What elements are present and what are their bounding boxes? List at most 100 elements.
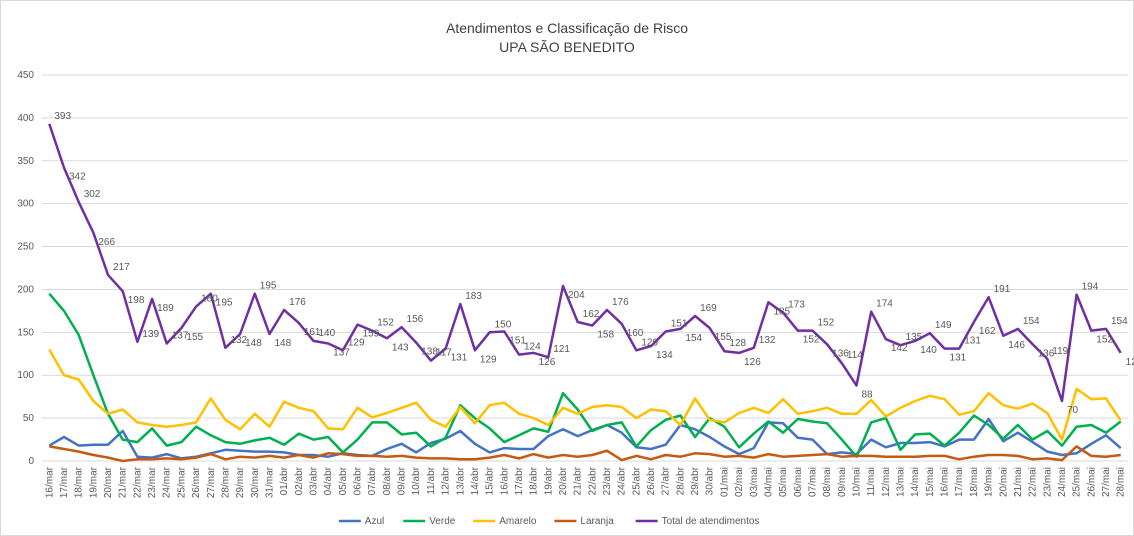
data-label: 135 xyxy=(906,332,923,343)
x-tick-label: 05/abr xyxy=(338,466,349,495)
x-tick-label: 18/mar xyxy=(74,466,85,498)
x-tick-label: 27/abr xyxy=(661,466,672,495)
data-label: 148 xyxy=(245,338,262,349)
x-tick-label: 23/mai xyxy=(1042,467,1053,497)
x-tick-label: 10/abr xyxy=(411,466,422,495)
x-tick-label: 23/mar xyxy=(147,466,158,498)
x-tick-label: 26/mai xyxy=(1086,467,1097,497)
x-tick-label: 26/mar xyxy=(191,466,202,498)
x-tick-label: 18/abr xyxy=(529,466,540,495)
data-label: 194 xyxy=(1082,282,1099,293)
x-tick-label: 19/abr xyxy=(543,466,554,495)
data-label: 136 xyxy=(832,348,849,359)
data-label: 126 xyxy=(539,357,556,368)
x-tick-label: 30/mar xyxy=(250,466,261,498)
data-label: 119 xyxy=(1052,346,1068,357)
data-label: 146 xyxy=(1008,340,1025,351)
chart-subtitle: UPA SÃO BENEDITO xyxy=(499,39,635,55)
x-tick-label: 07/mai xyxy=(807,467,818,497)
data-label: 152 xyxy=(803,335,820,346)
x-tick-label: 24/mai xyxy=(1057,467,1068,497)
x-tick-label: 17/mai xyxy=(954,467,965,497)
x-tick-label: 11/mai xyxy=(866,467,877,496)
data-label: 393 xyxy=(54,111,71,122)
y-tick-label: 100 xyxy=(17,370,34,381)
series-line xyxy=(48,123,1122,403)
data-label: 152 xyxy=(1096,335,1113,346)
data-label: 158 xyxy=(597,329,614,340)
x-tick-label: 06/abr xyxy=(353,466,364,495)
x-tick-label: 01/abr xyxy=(279,466,290,495)
data-label: 169 xyxy=(700,303,717,314)
x-tick-label: 22/abr xyxy=(587,466,598,495)
x-tick-label: 16/mai xyxy=(940,467,951,497)
data-label: 143 xyxy=(392,342,409,353)
data-label: 151 xyxy=(509,335,526,346)
data-label: 152 xyxy=(377,318,394,329)
x-tick-label: 25/mar xyxy=(176,466,187,498)
x-tick-label: 31/mar xyxy=(264,466,275,498)
x-tick-label: 27/mai xyxy=(1101,467,1112,497)
data-label: 124 xyxy=(524,342,541,353)
data-label: 155 xyxy=(186,332,203,343)
data-label: 151 xyxy=(671,318,688,329)
x-tick-label: 24/abr xyxy=(617,466,628,495)
x-tick-label: 30/abr xyxy=(705,466,716,495)
data-label: 117 xyxy=(436,348,452,359)
x-tick-label: 15/mai xyxy=(925,467,936,497)
x-tick-label: 02/mai xyxy=(734,467,745,497)
data-label: 154 xyxy=(1023,316,1040,327)
x-tick-label: 01/mai xyxy=(719,467,730,497)
chart-title: Atendimentos e Classificação de Risco xyxy=(446,20,688,36)
x-tick-label: 27/mar xyxy=(206,466,217,498)
x-tick-label: 24/mar xyxy=(162,466,173,498)
data-label: 131 xyxy=(451,353,468,364)
x-tick-label: 05/mai xyxy=(778,467,789,497)
data-label: 149 xyxy=(935,320,952,331)
series-line xyxy=(48,348,1122,441)
x-tick-label: 19/mai xyxy=(984,467,995,497)
y-tick-label: 350 xyxy=(17,156,34,167)
x-tick-label: 22/mai xyxy=(1028,467,1039,497)
x-tick-label: 18/mai xyxy=(969,467,980,497)
x-tick-label: 08/abr xyxy=(382,466,393,495)
data-label: 160 xyxy=(627,328,644,339)
x-tick-label: 21/abr xyxy=(573,466,584,495)
series-line xyxy=(49,445,1121,463)
data-label: 191 xyxy=(994,284,1011,295)
data-label: 302 xyxy=(84,189,101,200)
x-tick-label: 20/mar xyxy=(103,466,114,498)
x-tick-label: 28/abr xyxy=(675,466,686,495)
y-tick-label: 250 xyxy=(17,242,34,253)
data-label: 126 xyxy=(744,357,761,368)
legend-label: Total de atendimentos xyxy=(662,516,760,527)
data-label: 180 xyxy=(201,294,218,305)
legend-label: Verde xyxy=(429,516,456,527)
data-label: 185 xyxy=(773,306,790,317)
data-label: 154 xyxy=(685,333,702,344)
x-tick-label: 13/abr xyxy=(455,466,466,495)
data-label: 139 xyxy=(142,329,159,340)
series-line xyxy=(48,417,1122,460)
data-label: 176 xyxy=(612,297,629,308)
data-label: 162 xyxy=(979,326,996,337)
x-tick-label: 09/abr xyxy=(397,466,408,495)
data-label: 150 xyxy=(495,319,512,330)
y-tick-label: 450 xyxy=(17,70,34,81)
x-tick-label: 16/abr xyxy=(499,466,510,495)
x-tick-label: 16/mar xyxy=(44,466,55,498)
data-label: 129 xyxy=(480,354,497,365)
data-label: 137 xyxy=(172,330,189,341)
data-label: 137 xyxy=(333,347,350,358)
legend-label: Amarelo xyxy=(499,516,537,527)
x-tick-label: 28/mai xyxy=(1116,467,1127,497)
series-line xyxy=(48,292,1122,458)
data-label: 126 xyxy=(1126,357,1134,368)
x-tick-label: 12/abr xyxy=(441,466,452,495)
y-tick-label: 300 xyxy=(17,199,34,210)
legend-label: Laranja xyxy=(580,516,614,527)
data-label: 70 xyxy=(1067,405,1079,416)
x-tick-label: 04/mai xyxy=(763,467,774,497)
data-label: 204 xyxy=(568,290,585,301)
